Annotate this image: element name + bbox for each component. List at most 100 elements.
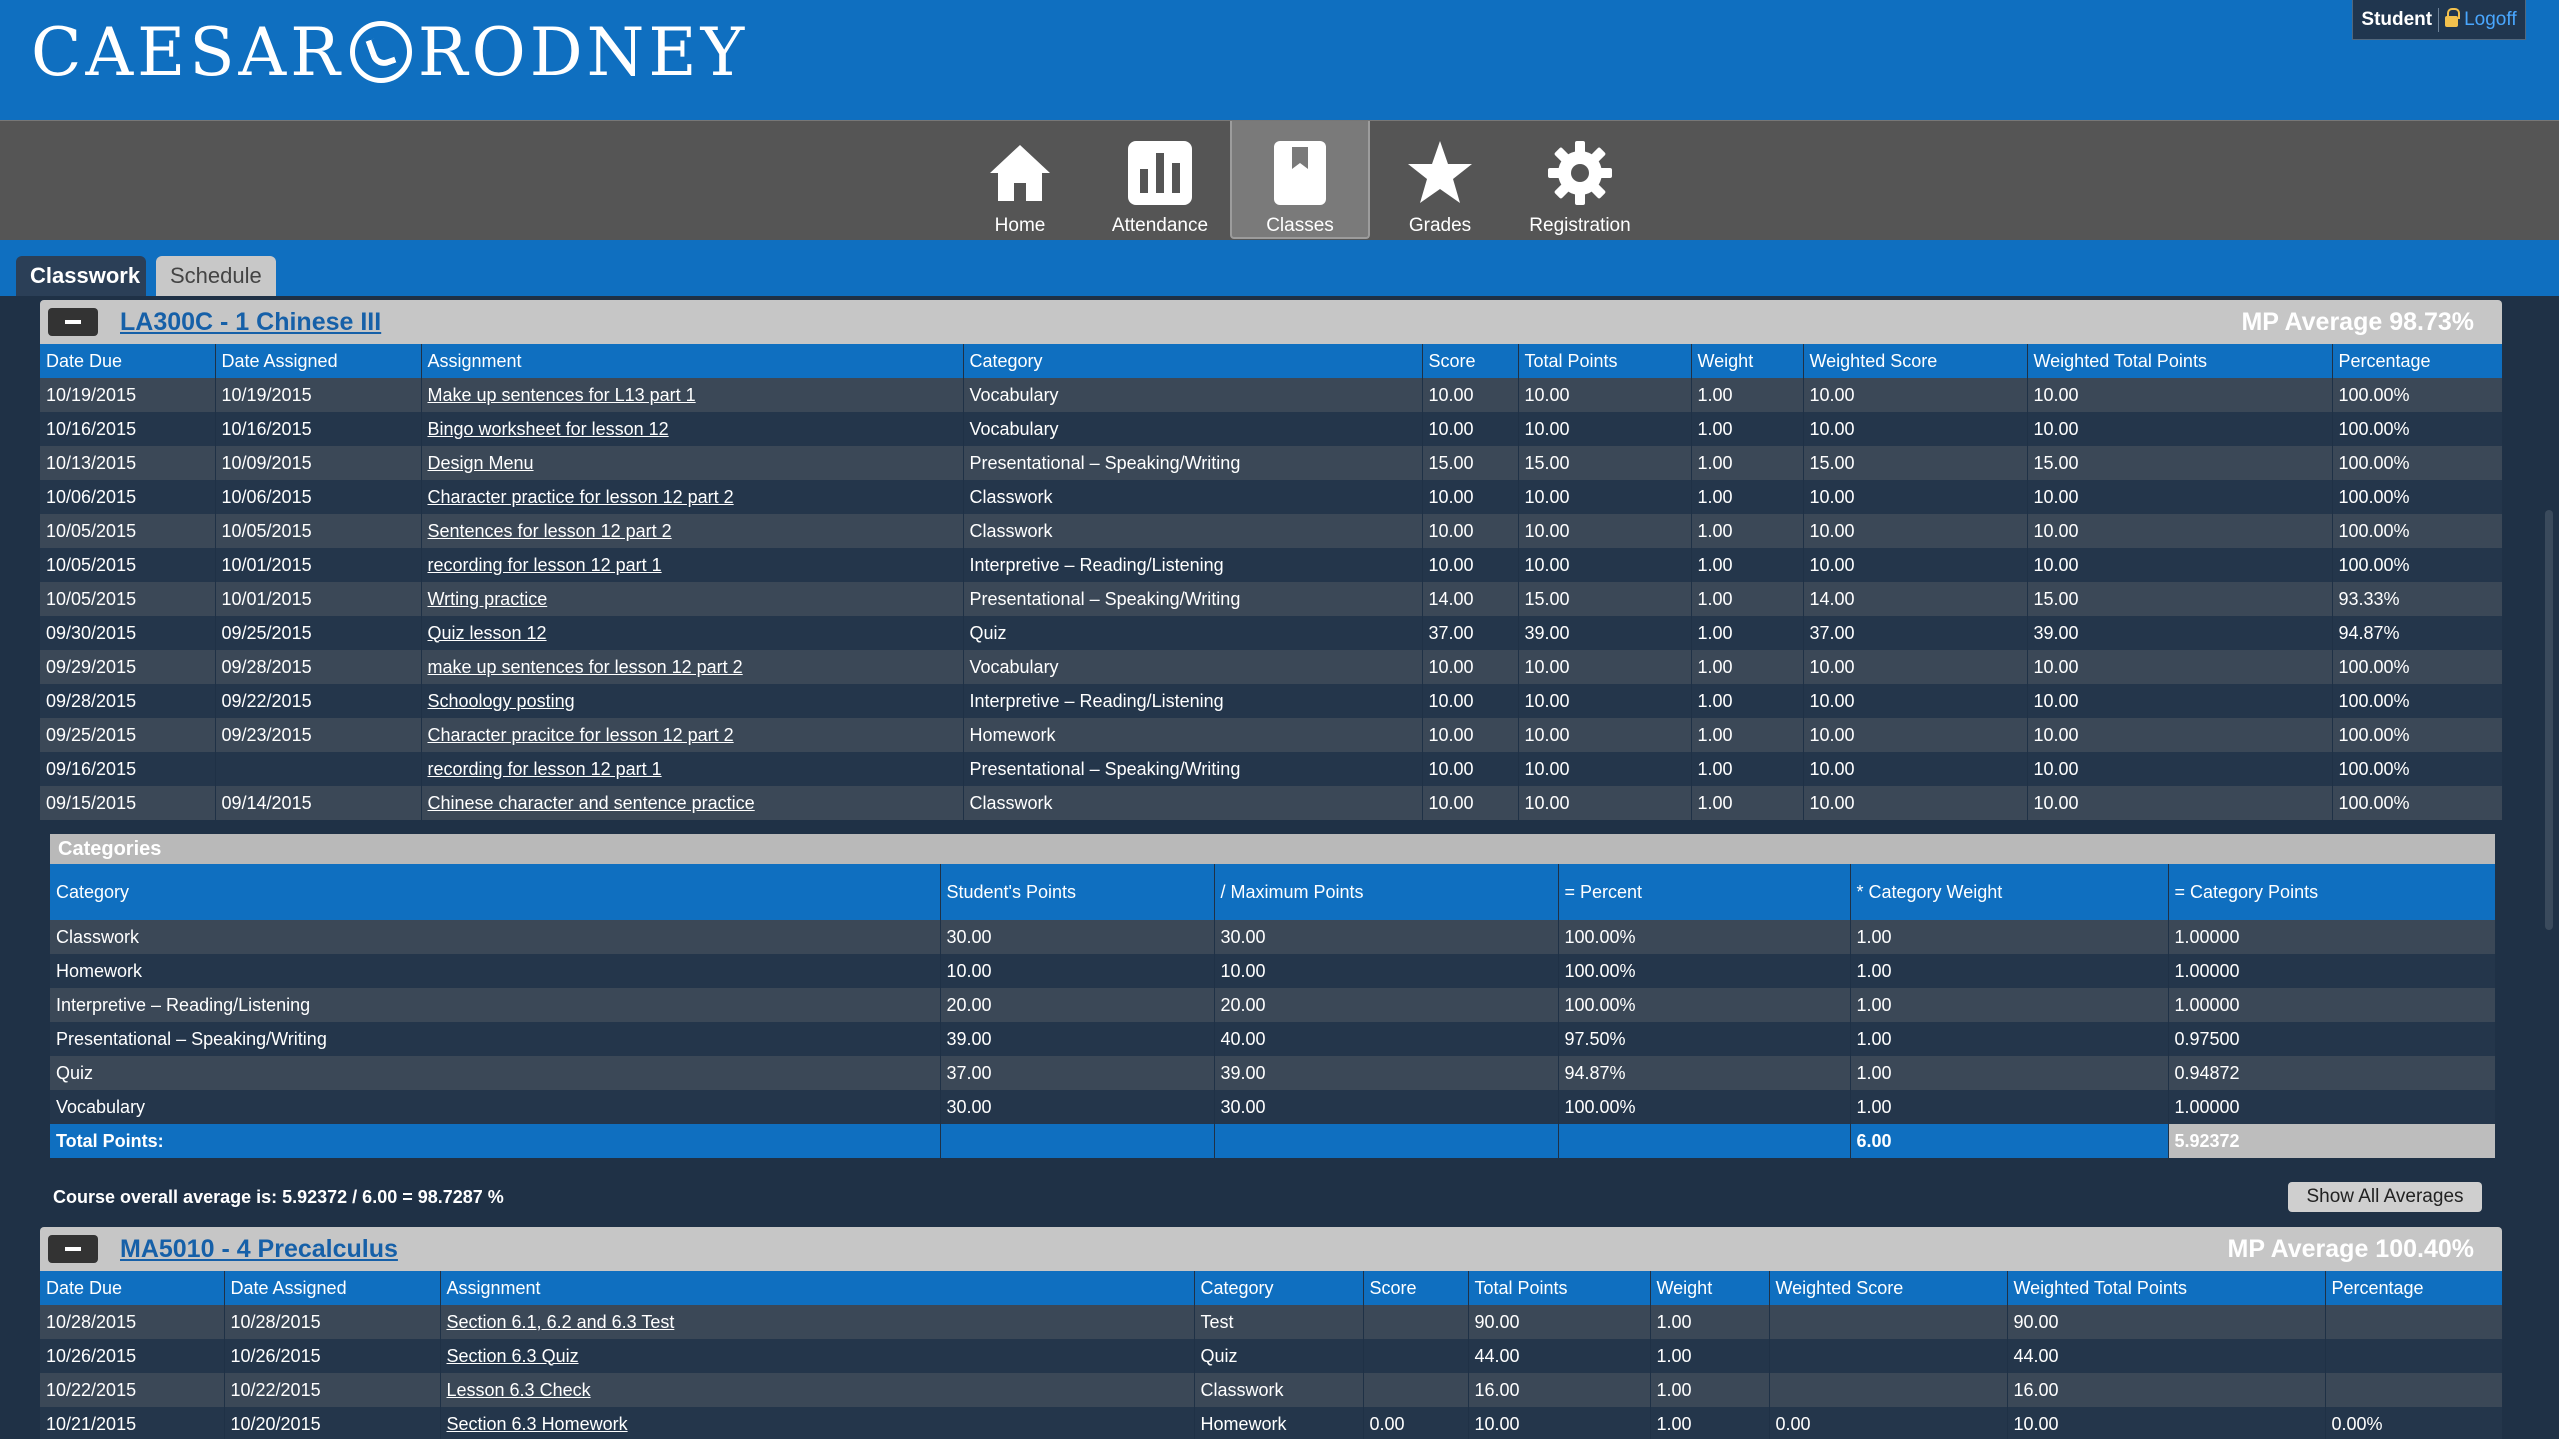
- tab-schedule[interactable]: Schedule: [156, 256, 276, 296]
- table-cell: Lesson 6.3 Check: [440, 1373, 1195, 1407]
- table-cell: recording for lesson 12 part 1: [421, 548, 964, 582]
- collapse-button[interactable]: [48, 1235, 98, 1263]
- table-cell: 10.00: [1803, 650, 2028, 684]
- table-cell: 10.00: [2027, 480, 2333, 514]
- assignment-link[interactable]: Section 6.1, 6.2 and 6.3 Test: [446, 1311, 675, 1332]
- table-cell: Design Menu: [421, 446, 964, 480]
- table-cell: 10.00: [2027, 786, 2333, 820]
- table-cell: make up sentences for lesson 12 part 2: [421, 650, 964, 684]
- assignment-link[interactable]: Chinese character and sentence practice: [427, 792, 755, 813]
- table-cell: 10/13/2015: [40, 446, 216, 480]
- table-cell: 1.00: [1850, 1090, 2169, 1124]
- assignment-link[interactable]: Sentences for lesson 12 part 2: [427, 520, 672, 541]
- mp-average: MP Average 98.73%: [2241, 307, 2474, 336]
- assignment-link[interactable]: Section 6.3 Quiz: [446, 1345, 579, 1366]
- table-row: 10/13/2015 10/09/2015 Design Menu Presentat…: [40, 446, 2503, 480]
- table-cell: 15.00: [1803, 446, 2028, 480]
- table-cell: Presentational – Speaking/Writing: [963, 446, 1423, 480]
- course-title-link[interactable]: LA300C - 1 Chinese III: [120, 307, 382, 336]
- table-cell: 1.00: [1691, 752, 1804, 786]
- assignment-link[interactable]: Character pracitce for lesson 12 part 2: [427, 724, 734, 745]
- nav-home[interactable]: Home: [950, 121, 1090, 237]
- column-header: = Percent: [1558, 864, 1851, 920]
- assignment-link[interactable]: Character practice for lesson 12 part 2: [427, 486, 734, 507]
- column-header: Total Points: [1518, 344, 1692, 378]
- collapse-button[interactable]: [48, 308, 98, 336]
- table-cell: 10.00: [2027, 378, 2333, 412]
- nav-label: Attendance: [1111, 215, 1209, 236]
- total-points-row: Total Points: 6.00 5.92372: [50, 1124, 2496, 1158]
- table-cell: 16.00: [2007, 1373, 2326, 1407]
- table-cell: 10.00: [1518, 786, 1692, 820]
- table-cell: 10.00: [1422, 684, 1519, 718]
- table-cell: 39.00: [1214, 1056, 1559, 1090]
- table-cell: Bingo worksheet for lesson 12: [421, 412, 964, 446]
- table-cell: 1.00: [1691, 514, 1804, 548]
- assignment-link[interactable]: Section 6.3 Homework: [446, 1413, 628, 1434]
- table-cell: Quiz: [1194, 1339, 1364, 1373]
- minus-icon: [65, 320, 81, 324]
- nav-attendance[interactable]: Attendance: [1090, 121, 1230, 237]
- table-cell: 100.00%: [2332, 786, 2503, 820]
- table-cell: 0.00: [1769, 1407, 2008, 1439]
- table-cell: 1.00: [1850, 1056, 2169, 1090]
- table-cell: 10.00: [1518, 412, 1692, 446]
- table-cell: 39.00: [1518, 616, 1692, 650]
- assignment-link[interactable]: Quiz lesson 12: [427, 622, 547, 643]
- assignment-link[interactable]: Design Menu: [427, 452, 534, 473]
- scrollbar-thumb[interactable]: [2545, 510, 2553, 930]
- user-role: Student: [2361, 8, 2433, 30]
- assignment-link[interactable]: Make up sentences for L13 part 1: [427, 384, 696, 405]
- logoff-link[interactable]: Logoff: [2445, 8, 2517, 31]
- assignments-table: Date Due Date Assigned Assignment Category S…: [40, 344, 2503, 820]
- assignment-link[interactable]: recording for lesson 12 part 1: [427, 758, 662, 779]
- assignment-link[interactable]: Lesson 6.3 Check: [446, 1379, 591, 1400]
- assignment-link[interactable]: make up sentences for lesson 12 part 2: [427, 656, 743, 677]
- show-all-averages-button[interactable]: Show All Averages: [2288, 1182, 2482, 1212]
- table-cell: 09/28/2015: [40, 684, 216, 718]
- table-cell: 100.00%: [1558, 988, 1851, 1022]
- table-cell: [2325, 1373, 2503, 1407]
- table-cell: 10.00: [1518, 752, 1692, 786]
- assignment-link[interactable]: Wrting practice: [427, 588, 548, 609]
- table-cell: 100.00%: [2332, 480, 2503, 514]
- table-cell: [1769, 1339, 2008, 1373]
- table-row: 10/26/2015 10/26/2015 Section 6.3 Quiz Quiz…: [40, 1339, 2503, 1373]
- assignment-link[interactable]: recording for lesson 12 part 1: [427, 554, 662, 575]
- table-cell: 44.00: [2007, 1339, 2326, 1373]
- table-cell: Quiz: [963, 616, 1423, 650]
- table-cell: 14.00: [1422, 582, 1519, 616]
- table-cell: Quiz lesson 12: [421, 616, 964, 650]
- table-cell: 10.00: [1803, 718, 2028, 752]
- table-cell: 1.00: [1691, 412, 1804, 446]
- table-cell: 15.00: [1422, 446, 1519, 480]
- nav-grades[interactable]: Grades: [1370, 121, 1510, 237]
- table-cell: 14.00: [1803, 582, 2028, 616]
- table-row: 09/25/2015 09/23/2015 Character pracitce f…: [40, 718, 2503, 752]
- book-icon: [1265, 139, 1335, 207]
- tab-classwork[interactable]: Classwork: [16, 256, 146, 296]
- table-cell: 10/22/2015: [40, 1373, 225, 1407]
- table-cell: [2325, 1305, 2503, 1339]
- table-cell: Vocabulary: [50, 1090, 941, 1124]
- table-cell: 09/14/2015: [215, 786, 422, 820]
- table-cell: 1.00: [1650, 1407, 1770, 1439]
- table-cell: 10.00: [2027, 752, 2333, 786]
- categories-table: Category Student's Points / Maximum Points…: [50, 864, 2496, 1158]
- course-title-link[interactable]: MA5010 - 4 Precalculus: [120, 1234, 398, 1263]
- table-cell: 09/28/2015: [215, 650, 422, 684]
- nav-registration[interactable]: Registration: [1510, 121, 1650, 237]
- table-cell: 100.00%: [2332, 548, 2503, 582]
- table-cell: [1769, 1373, 2008, 1407]
- school-logo[interactable]: CAESAR RODNEY: [31, 14, 748, 91]
- table-cell: 09/30/2015: [40, 616, 216, 650]
- table-cell: 09/23/2015: [215, 718, 422, 752]
- assignment-link[interactable]: Bingo worksheet for lesson 12: [427, 418, 669, 439]
- table-cell: 20.00: [1214, 988, 1559, 1022]
- logo-text-right: RODNEY: [417, 13, 749, 91]
- table-cell: Interpretive – Reading/Listening: [50, 988, 941, 1022]
- column-header: / Maximum Points: [1214, 864, 1559, 920]
- assignment-link[interactable]: Schoology posting: [427, 690, 575, 711]
- table-cell: 37.00: [940, 1056, 1215, 1090]
- nav-classes[interactable]: Classes: [1230, 121, 1370, 239]
